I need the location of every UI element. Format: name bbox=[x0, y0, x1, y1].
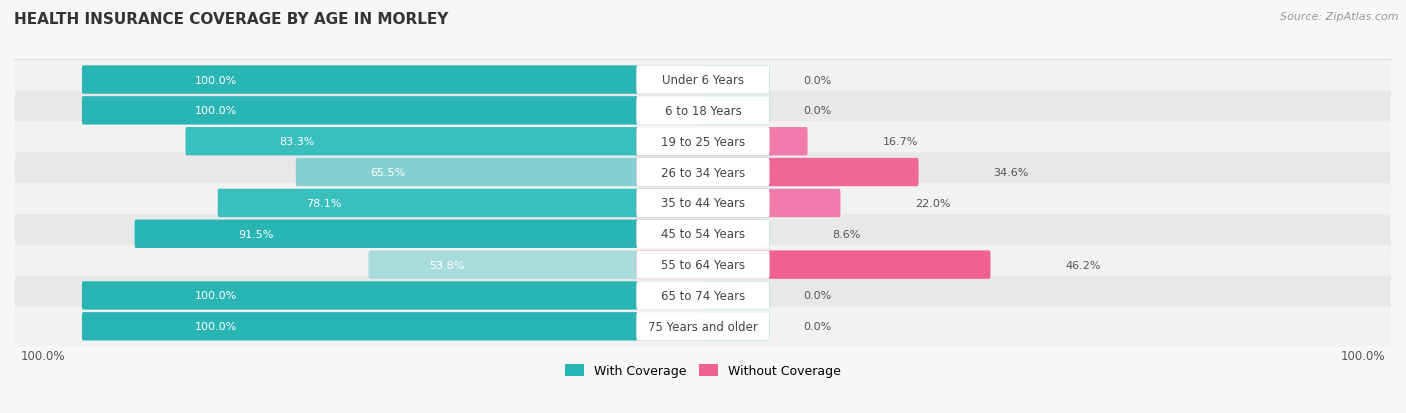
FancyBboxPatch shape bbox=[15, 245, 1391, 285]
FancyBboxPatch shape bbox=[15, 184, 1391, 223]
Text: 46.2%: 46.2% bbox=[1066, 260, 1101, 270]
FancyBboxPatch shape bbox=[637, 312, 704, 341]
FancyBboxPatch shape bbox=[637, 159, 918, 187]
Text: 19 to 25 Years: 19 to 25 Years bbox=[661, 135, 745, 148]
FancyBboxPatch shape bbox=[135, 220, 769, 248]
FancyBboxPatch shape bbox=[637, 128, 807, 156]
Text: 83.3%: 83.3% bbox=[280, 137, 315, 147]
Text: 26 to 34 Years: 26 to 34 Years bbox=[661, 166, 745, 179]
FancyBboxPatch shape bbox=[218, 189, 769, 218]
FancyBboxPatch shape bbox=[82, 66, 769, 95]
Text: 6 to 18 Years: 6 to 18 Years bbox=[665, 104, 741, 118]
FancyBboxPatch shape bbox=[637, 312, 769, 341]
Text: 0.0%: 0.0% bbox=[803, 291, 831, 301]
FancyBboxPatch shape bbox=[15, 307, 1391, 346]
Text: Source: ZipAtlas.com: Source: ZipAtlas.com bbox=[1281, 12, 1399, 22]
Text: 35 to 44 Years: 35 to 44 Years bbox=[661, 197, 745, 210]
FancyBboxPatch shape bbox=[15, 276, 1391, 316]
Text: 100.0%: 100.0% bbox=[194, 106, 236, 116]
FancyBboxPatch shape bbox=[15, 153, 1391, 192]
FancyBboxPatch shape bbox=[637, 189, 769, 218]
FancyBboxPatch shape bbox=[637, 220, 769, 248]
Text: 22.0%: 22.0% bbox=[915, 198, 950, 209]
Legend: With Coverage, Without Coverage: With Coverage, Without Coverage bbox=[561, 359, 845, 382]
Text: 75 Years and older: 75 Years and older bbox=[648, 320, 758, 333]
FancyBboxPatch shape bbox=[15, 214, 1391, 254]
FancyBboxPatch shape bbox=[186, 128, 769, 156]
Text: 16.7%: 16.7% bbox=[883, 137, 918, 147]
Text: 100.0%: 100.0% bbox=[194, 291, 236, 301]
Text: 34.6%: 34.6% bbox=[993, 168, 1029, 178]
FancyBboxPatch shape bbox=[82, 312, 769, 341]
FancyBboxPatch shape bbox=[15, 122, 1391, 161]
FancyBboxPatch shape bbox=[15, 91, 1391, 131]
Text: Under 6 Years: Under 6 Years bbox=[662, 74, 744, 87]
FancyBboxPatch shape bbox=[637, 97, 769, 125]
Text: 65 to 74 Years: 65 to 74 Years bbox=[661, 289, 745, 302]
FancyBboxPatch shape bbox=[82, 282, 769, 310]
FancyBboxPatch shape bbox=[82, 97, 769, 125]
FancyBboxPatch shape bbox=[637, 159, 769, 187]
FancyBboxPatch shape bbox=[637, 282, 704, 310]
Text: 91.5%: 91.5% bbox=[238, 229, 273, 239]
FancyBboxPatch shape bbox=[637, 282, 769, 310]
FancyBboxPatch shape bbox=[295, 159, 769, 187]
Text: 0.0%: 0.0% bbox=[803, 75, 831, 85]
FancyBboxPatch shape bbox=[637, 189, 841, 218]
FancyBboxPatch shape bbox=[637, 220, 758, 248]
FancyBboxPatch shape bbox=[637, 251, 769, 279]
FancyBboxPatch shape bbox=[637, 97, 704, 125]
Text: 55 to 64 Years: 55 to 64 Years bbox=[661, 259, 745, 271]
FancyBboxPatch shape bbox=[637, 66, 769, 95]
Text: HEALTH INSURANCE COVERAGE BY AGE IN MORLEY: HEALTH INSURANCE COVERAGE BY AGE IN MORL… bbox=[14, 12, 449, 27]
Text: 45 to 54 Years: 45 to 54 Years bbox=[661, 228, 745, 241]
Text: 100.0%: 100.0% bbox=[194, 75, 236, 85]
FancyBboxPatch shape bbox=[637, 251, 990, 279]
Text: 0.0%: 0.0% bbox=[803, 106, 831, 116]
Text: 100.0%: 100.0% bbox=[21, 349, 66, 362]
Text: 65.5%: 65.5% bbox=[370, 168, 405, 178]
FancyBboxPatch shape bbox=[637, 128, 769, 156]
Text: 78.1%: 78.1% bbox=[307, 198, 342, 209]
Text: 53.8%: 53.8% bbox=[429, 260, 465, 270]
Text: 0.0%: 0.0% bbox=[803, 322, 831, 332]
FancyBboxPatch shape bbox=[15, 61, 1391, 100]
FancyBboxPatch shape bbox=[637, 66, 704, 95]
Text: 100.0%: 100.0% bbox=[194, 322, 236, 332]
Text: 8.6%: 8.6% bbox=[832, 229, 860, 239]
FancyBboxPatch shape bbox=[368, 251, 769, 279]
Text: 100.0%: 100.0% bbox=[1340, 349, 1385, 362]
